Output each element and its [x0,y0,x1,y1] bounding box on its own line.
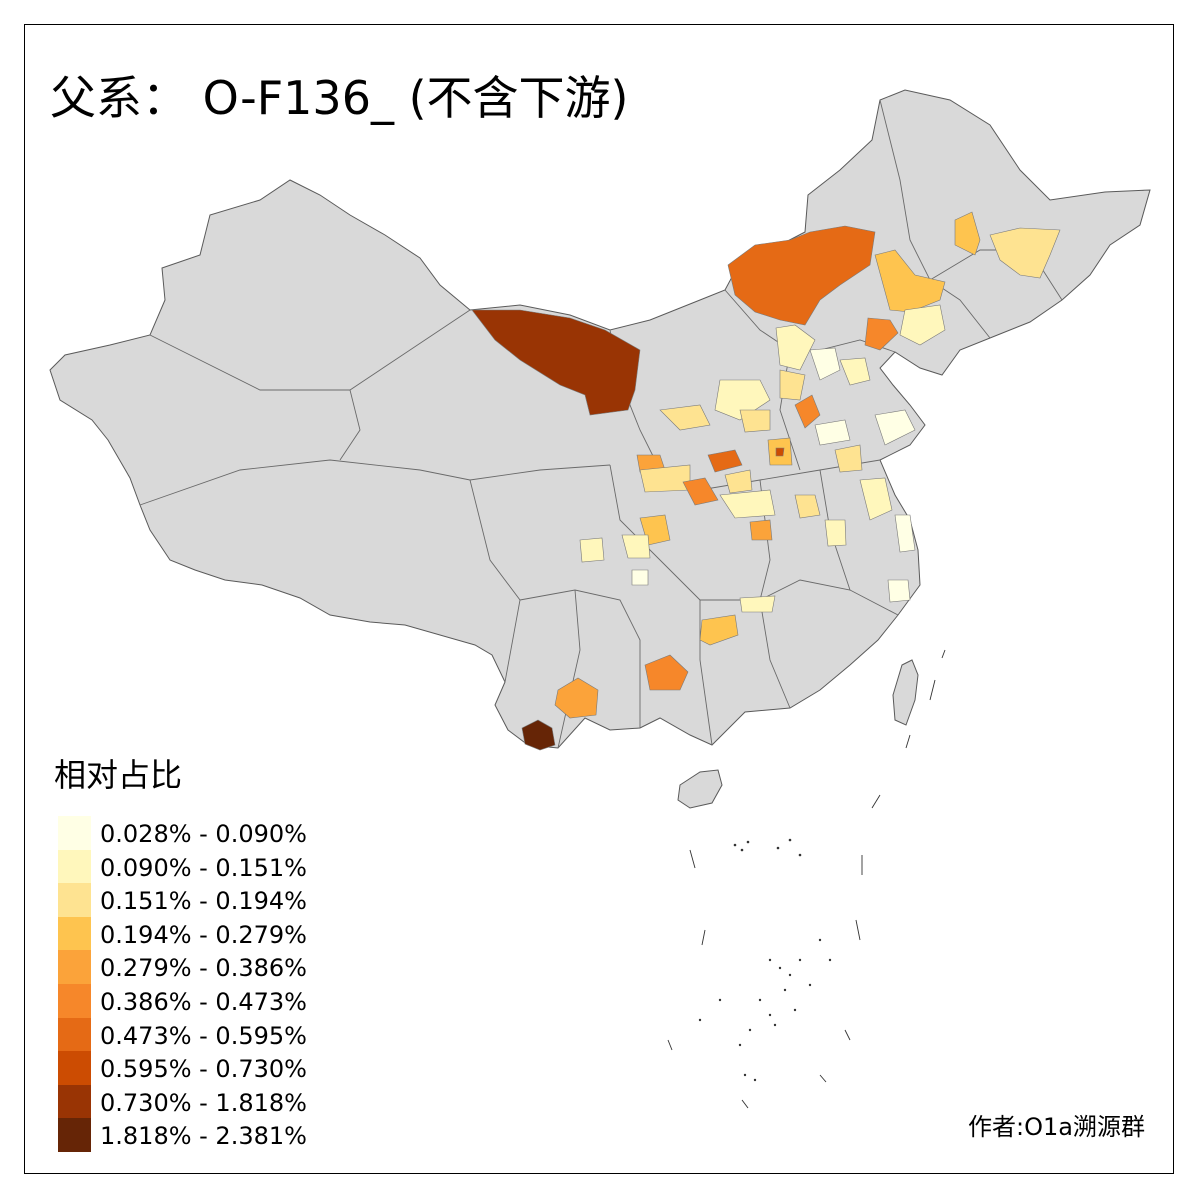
region-inner-mongolia [727,225,876,326]
legend-swatch [58,1051,91,1085]
legend-label: 0.151% - 0.194% [100,887,307,916]
region-shanxi-south-dot [775,447,785,457]
legend-swatch [58,983,91,1018]
legend-item: 0.473% - 0.595% [58,1017,307,1052]
legend-item: 0.595% - 0.730% [58,1051,307,1085]
region-shanxi-north [775,324,816,371]
legend-item: 0.090% - 0.151% [58,849,307,884]
legend-label: 0.595% - 0.730% [100,1055,307,1084]
legend-title: 相对占比 [54,756,183,794]
region-hunan [739,595,776,613]
region-liaoning-north [874,249,946,313]
legend-item: 0.151% - 0.194% [58,883,307,917]
legend-rows: 0.028% - 0.090% 0.090% - 0.151% 0.151% - 0… [58,816,307,1152]
legend-item: 1.818% - 2.381% [58,1118,307,1152]
region-anhui-south [824,519,847,547]
legend-swatch [58,883,91,917]
legend-label: 0.730% - 1.818% [100,1088,307,1117]
region-hebei-2 [839,357,871,386]
region-sichuan-2 [621,534,651,559]
region-ningxia [659,404,711,431]
region-heilongjiang-1 [954,211,981,256]
legend-label: 0.279% - 0.386% [100,954,307,983]
legend-label: 0.473% - 0.595% [100,1021,307,1050]
region-hubei-north [749,519,773,541]
region-anhui [794,494,821,519]
hainan-island [677,769,723,809]
legend-item: 0.194% - 0.279% [58,916,307,951]
region-yunnan-south [521,719,556,751]
region-shaanxi-west [639,464,691,493]
region-henan-2 [834,444,863,473]
region-henan-west [724,469,753,494]
region-yunnan-center [554,677,599,719]
region-liaoning-east [899,304,946,346]
south-sea-islands [667,649,946,1109]
legend: 相对占比 0.028% - 0.090% 0.090% - 0.151% 0.151… [54,750,307,1152]
legend-swatch [58,950,91,984]
taiwan-island [892,659,919,726]
region-hebei-1 [809,347,841,381]
map-title: 父系： O-F136_ (不含下游) [50,71,629,125]
region-shandong [874,409,916,446]
legend-swatch [58,816,91,850]
region-shaanxi-south [682,477,719,506]
region-shaanxi-mid [739,409,771,433]
region-jiangsu [859,477,893,521]
legend-label: 0.090% - 0.151% [100,853,307,882]
region-guizhou [699,614,739,646]
legend-swatch [58,1017,91,1052]
region-sichuan-3 [579,537,605,563]
region-shaanxi-center [707,449,743,473]
legend-label: 0.386% - 0.473% [100,987,307,1016]
region-hebei-center [794,394,821,429]
legend-label: 0.194% - 0.279% [100,920,307,949]
region-jiangsu-east [894,514,916,553]
south-sea-dots [698,838,832,1082]
region-zhejiang [887,579,911,603]
legend-swatch [58,1118,91,1152]
region-henan-south [719,489,776,519]
region-henan-1 [814,419,851,446]
region-shanxi-mid [779,369,806,401]
region-liaoning-west [864,317,899,351]
legend-item: 0.279% - 0.386% [58,950,307,984]
legend-swatch [58,916,91,951]
author-credit: 作者:O1a溯源群 [968,1113,1145,1141]
legend-label: 1.818% - 2.381% [100,1122,307,1151]
china-landmass [49,89,1151,749]
legend-swatch [58,849,91,884]
legend-item: 0.730% - 1.818% [58,1084,307,1119]
region-sichuan-4 [631,569,649,586]
region-guangxi [644,654,689,691]
legend-item: 0.028% - 0.090% [58,816,307,850]
data-regions [471,211,1061,751]
legend-swatch [58,1084,91,1119]
region-gansu-west [471,309,641,416]
region-heilongjiang-2 [989,227,1061,279]
legend-label: 0.028% - 0.090% [100,820,307,848]
legend-item: 0.386% - 0.473% [58,983,307,1018]
